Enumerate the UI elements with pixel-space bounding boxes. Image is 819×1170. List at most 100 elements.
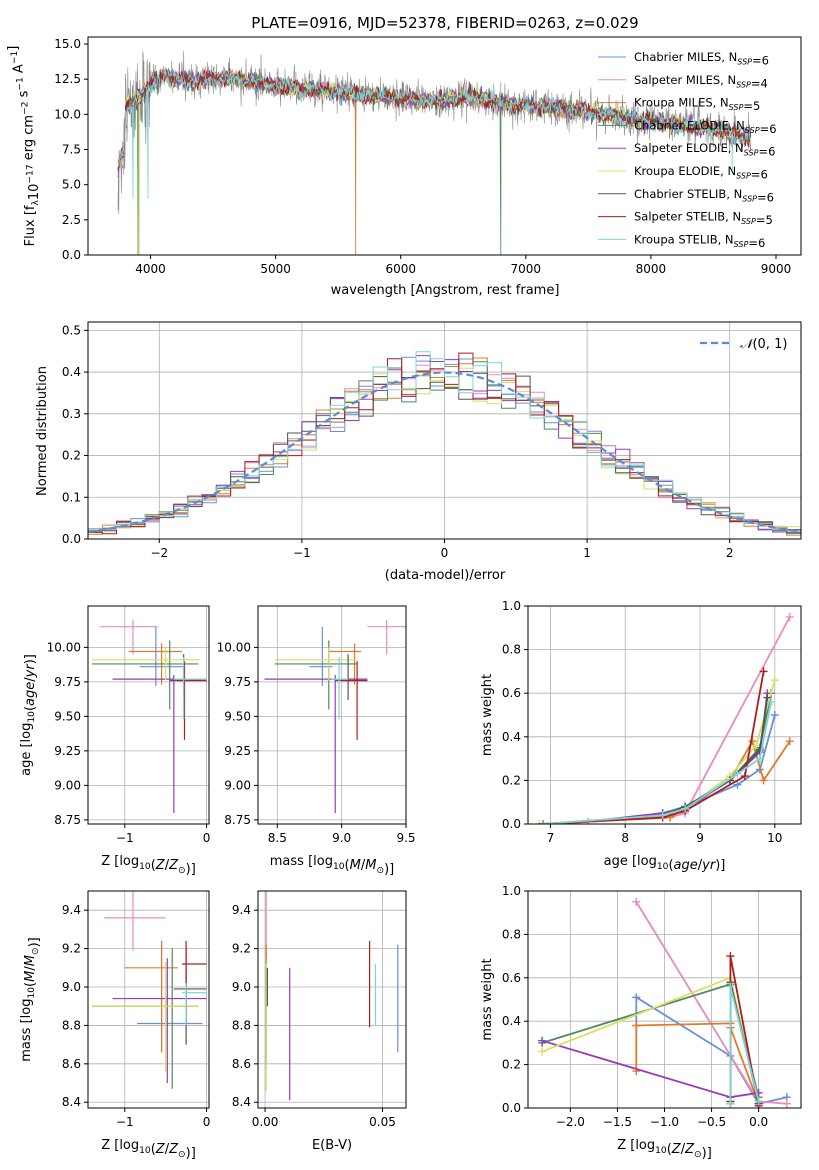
y-tick-label: 0.2 bbox=[502, 1058, 521, 1072]
data-point-marker bbox=[726, 1099, 735, 1108]
legend-label: Chabrier STELIB, NSSP=6 bbox=[634, 187, 774, 204]
y-tick-label: 9.25 bbox=[224, 744, 251, 758]
errorbar-chabrier-stelib bbox=[173, 948, 207, 1045]
y-axis-label: Normed distribution bbox=[35, 366, 50, 496]
x-tick-label: 8.5 bbox=[268, 831, 287, 845]
y-tick-label: 0.4 bbox=[502, 1014, 521, 1028]
y-axis-label: mass [log10(M/M⊙)] bbox=[19, 937, 42, 1061]
data-point-marker bbox=[726, 982, 735, 991]
legend-label: 𝒩(0, 1) bbox=[740, 337, 787, 352]
legend: 𝒩(0, 1) bbox=[700, 337, 787, 352]
x-tick-label: 0 bbox=[441, 546, 449, 560]
series-line bbox=[541, 976, 760, 1102]
errorbar-salpeter-miles bbox=[104, 891, 166, 951]
y-tick-label: 7.5 bbox=[62, 143, 81, 157]
model-spectrum-kroupa-stelib bbox=[117, 67, 752, 199]
x-tick-label: 9000 bbox=[761, 262, 792, 276]
axes-frame bbox=[257, 890, 407, 1109]
data-point-marker bbox=[763, 693, 772, 702]
y-tick-label: 5.0 bbox=[62, 178, 81, 192]
series-chabrier-stelib bbox=[538, 693, 772, 824]
plot-area bbox=[265, 891, 399, 1101]
errorbar-kroupa-stelib bbox=[182, 983, 207, 1026]
data-point-marker bbox=[740, 772, 749, 781]
data-point-marker bbox=[785, 612, 794, 621]
x-tick-label: 9 bbox=[696, 831, 704, 845]
y-tick-label: 2.5 bbox=[62, 213, 81, 227]
series-kroupa-elodie bbox=[535, 676, 779, 824]
y-tick-label: 9.0 bbox=[232, 980, 251, 994]
y-tick-label: 9.00 bbox=[224, 778, 251, 792]
panel-8: −2.0 −1.5 −1.0 −0.5 0.0 0.0 0.2 0.4 0.6 0.8 1.0 Z [… bbox=[480, 884, 802, 1161]
errorbar-kroupa-elodie bbox=[92, 962, 199, 1072]
data-point-marker bbox=[752, 741, 761, 750]
series-line bbox=[541, 983, 760, 1098]
errorbar-chabrier-elodie bbox=[274, 640, 358, 710]
y-axis-label: mass weight bbox=[480, 674, 495, 756]
y-tick-label: 0.5 bbox=[62, 323, 81, 337]
y-tick-label: 0.2 bbox=[502, 773, 521, 787]
panel-1: 4000 5000 6000 7000 8000 9000 0.0 2.5 5.0 7.5 10.0… bbox=[6, 36, 802, 298]
legend-label: Chabrier MILES, NSSP=6 bbox=[634, 50, 769, 67]
axes-frame bbox=[87, 36, 802, 256]
series-salpeter-elodie bbox=[538, 689, 772, 824]
y-axis-label: mass weight bbox=[480, 958, 495, 1040]
legend: Chabrier MILES, NSSP=6 Salpeter MILES, NS… bbox=[598, 50, 777, 250]
y-tick-label: 12.5 bbox=[54, 72, 81, 86]
axes-frame bbox=[87, 605, 210, 825]
plot-area bbox=[88, 351, 801, 539]
y-axis-label: Flux [fλ10−17 erg cm−2 s−1 A−1] bbox=[6, 46, 42, 247]
normal-distribution-curve bbox=[88, 371, 801, 533]
errorbar-salpeter-stelib bbox=[177, 661, 207, 740]
y-tick-label: 9.0 bbox=[62, 980, 81, 994]
y-tick-label: 8.8 bbox=[232, 1018, 251, 1032]
legend-label: Salpeter ELODIE, NSSP=6 bbox=[634, 141, 775, 158]
x-tick-label: −1.5 bbox=[603, 1115, 632, 1129]
errorbar-chabrier-miles bbox=[137, 940, 203, 1053]
x-axis-label: mass [log10(M/M⊙)] bbox=[270, 854, 394, 877]
data-point-marker bbox=[538, 820, 547, 824]
x-tick-label: −2.0 bbox=[556, 1115, 585, 1129]
data-point-marker bbox=[759, 667, 768, 676]
series-salpeter-stelib bbox=[538, 667, 768, 824]
y-tick-label: 0.1 bbox=[62, 490, 81, 504]
x-tick-label: −1.0 bbox=[650, 1115, 679, 1129]
data-point-marker bbox=[755, 754, 764, 763]
x-tick-label: −0.5 bbox=[697, 1115, 726, 1129]
series-line bbox=[542, 693, 769, 824]
legend-label: Kroupa MILES, NSSP=5 bbox=[634, 96, 760, 113]
legend-label: Kroupa ELODIE, NSSP=6 bbox=[634, 164, 768, 181]
panel-3: −1 0 8.75 9.00 9.25 9.50 9.75 10.00 Z [log10(Z/Z… bbox=[19, 605, 211, 877]
plot-area bbox=[92, 619, 207, 813]
errorbar-chabrier-stelib bbox=[335, 654, 368, 700]
data-point-marker bbox=[733, 769, 742, 778]
axes-frame bbox=[527, 605, 802, 825]
errorbar-kroupa-miles bbox=[124, 940, 178, 1053]
x-tick-label: −2 bbox=[150, 546, 168, 560]
x-tick-label: 8 bbox=[621, 831, 629, 845]
x-tick-label: 1 bbox=[583, 546, 591, 560]
x-tick-label: 0 bbox=[203, 831, 211, 845]
data-point-marker bbox=[726, 952, 735, 961]
x-tick-label: 0 bbox=[203, 1115, 211, 1129]
y-tick-label: 0.4 bbox=[62, 365, 81, 379]
data-point-marker bbox=[767, 697, 776, 706]
data-point-marker bbox=[733, 780, 742, 789]
y-tick-label: 1.0 bbox=[502, 884, 521, 898]
y-tick-label: 9.2 bbox=[232, 942, 251, 956]
y-tick-label: 0.8 bbox=[502, 643, 521, 657]
series-line bbox=[542, 671, 765, 824]
errorbar-kroupa-elodie bbox=[92, 647, 201, 681]
y-tick-label: 0.3 bbox=[62, 407, 81, 421]
x-tick-label: 6000 bbox=[385, 262, 416, 276]
x-axis-label: Z [log10(Z/Z⊙)] bbox=[617, 1138, 712, 1161]
x-axis-label: age [log10(age/yr)] bbox=[604, 854, 726, 873]
y-tick-label: 8.8 bbox=[62, 1018, 81, 1032]
x-tick-label: 7000 bbox=[511, 262, 542, 276]
y-tick-label: 9.4 bbox=[232, 903, 251, 917]
panel-2: −2 −1 0 1 2 0.0 0.1 0.2 0.3 0.4 0.5 (data-model)/er… bbox=[35, 321, 802, 583]
legend-label: Chabrier ELODIE, NSSP=6 bbox=[634, 118, 777, 135]
y-tick-label: 1.0 bbox=[502, 599, 521, 613]
x-tick-label: 8000 bbox=[636, 262, 667, 276]
histogram-kroupa-stelib bbox=[88, 351, 801, 539]
